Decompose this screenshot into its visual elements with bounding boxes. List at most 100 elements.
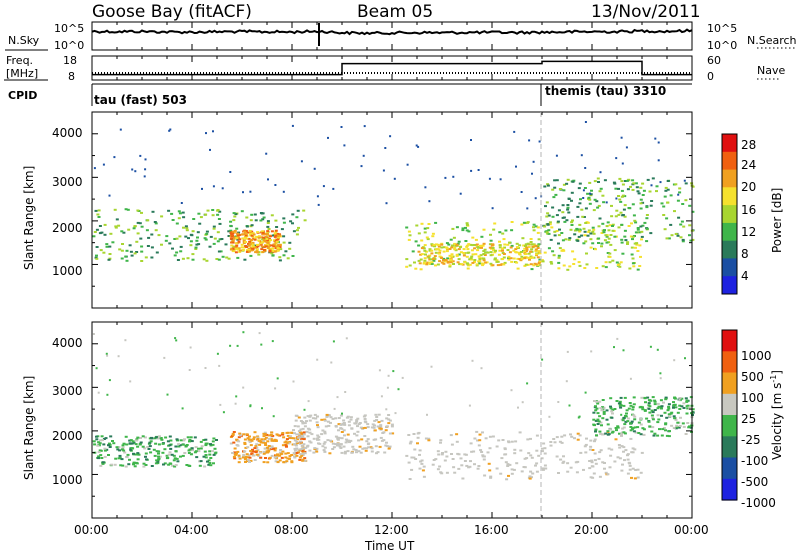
data-cell xyxy=(150,246,154,249)
data-cell xyxy=(217,258,221,261)
data-cell xyxy=(494,249,497,252)
data-cell xyxy=(601,406,605,409)
data-cell xyxy=(520,191,523,193)
power-ytick-4000: 4000 xyxy=(52,126,83,140)
vel-ytick-3000: 3000 xyxy=(52,384,83,398)
vel-cb-tick-m100: -100 xyxy=(741,454,768,468)
data-cell xyxy=(678,397,682,399)
data-cell xyxy=(220,238,224,240)
data-cell xyxy=(279,453,283,456)
data-cell xyxy=(133,225,137,228)
data-cell xyxy=(442,257,446,260)
data-cell xyxy=(619,211,623,214)
data-cell xyxy=(557,401,560,403)
data-cell xyxy=(678,425,682,427)
data-cell xyxy=(92,440,96,443)
data-cell xyxy=(268,434,271,437)
data-cell xyxy=(276,461,280,464)
data-cell xyxy=(691,411,695,414)
data-cell xyxy=(303,450,307,453)
data-cell xyxy=(508,463,512,466)
data-cell xyxy=(152,448,156,451)
data-cell xyxy=(155,450,159,453)
data-cell xyxy=(609,407,613,410)
data-cell xyxy=(340,126,343,128)
data-cell xyxy=(363,426,367,429)
data-cell xyxy=(520,255,524,258)
data-cell xyxy=(580,154,583,157)
data-cell xyxy=(379,436,383,439)
data-cell xyxy=(630,222,633,225)
data-cell xyxy=(349,418,353,421)
data-cell xyxy=(589,232,593,235)
data-cell xyxy=(141,435,145,438)
data-cell xyxy=(379,424,383,427)
data-cell xyxy=(366,423,370,426)
data-cell xyxy=(207,463,211,466)
data-cell xyxy=(98,449,102,452)
data-cell xyxy=(485,261,489,264)
data-cell xyxy=(266,461,270,464)
data-cell xyxy=(340,427,344,430)
data-cell xyxy=(366,426,370,429)
freq-tick-top: 18 xyxy=(63,54,77,67)
date-title: 13/Nov/2011 xyxy=(591,2,701,22)
data-cell xyxy=(295,447,299,450)
data-cell xyxy=(173,254,177,257)
data-cell xyxy=(365,440,369,443)
data-cell xyxy=(642,189,646,192)
data-cell xyxy=(456,452,460,455)
data-cell xyxy=(394,412,397,415)
data-cell xyxy=(135,438,139,441)
data-cell xyxy=(528,477,532,480)
data-cell xyxy=(428,263,432,265)
data-cell xyxy=(641,427,645,430)
data-cell xyxy=(678,398,681,401)
data-cell xyxy=(155,459,159,462)
data-cell xyxy=(195,239,199,242)
data-cell xyxy=(575,228,579,231)
data-cell xyxy=(307,400,310,403)
data-cell xyxy=(157,443,161,446)
data-cell xyxy=(489,239,493,242)
data-cell xyxy=(589,246,593,249)
data-cell xyxy=(298,442,302,445)
data-cell xyxy=(308,415,312,418)
data-cell xyxy=(470,258,474,261)
data-cell xyxy=(366,438,370,441)
data-cell xyxy=(619,396,623,399)
data-cell xyxy=(262,435,266,438)
data-cell xyxy=(176,439,179,442)
data-cell xyxy=(618,446,622,449)
data-cell xyxy=(252,233,256,236)
data-cell xyxy=(99,454,103,457)
data-cell xyxy=(185,464,189,466)
data-cell xyxy=(322,449,326,452)
data-cell xyxy=(272,249,276,252)
data-cell xyxy=(623,235,627,238)
data-cell xyxy=(271,446,274,449)
data-cell xyxy=(489,254,493,257)
data-cell xyxy=(476,467,480,470)
data-cell xyxy=(212,242,216,245)
data-cell xyxy=(417,232,421,235)
data-cell xyxy=(665,434,669,437)
data-cell xyxy=(617,213,621,216)
data-cell xyxy=(488,435,492,438)
data-cell xyxy=(272,415,275,418)
data-cell xyxy=(443,459,447,462)
data-cell xyxy=(594,405,597,408)
data-cell xyxy=(620,433,623,436)
data-cell xyxy=(501,258,505,260)
data-cell xyxy=(598,451,602,454)
data-cell xyxy=(445,471,449,474)
data-cell xyxy=(103,233,107,236)
data-cell xyxy=(571,250,575,253)
data-cell xyxy=(316,415,319,418)
data-cell xyxy=(275,245,279,248)
data-cell xyxy=(154,222,158,225)
power-cb-swatch xyxy=(722,240,737,259)
power-ytick-1000: 1000 xyxy=(52,264,83,278)
data-cell xyxy=(646,178,650,181)
data-cell xyxy=(164,239,168,242)
